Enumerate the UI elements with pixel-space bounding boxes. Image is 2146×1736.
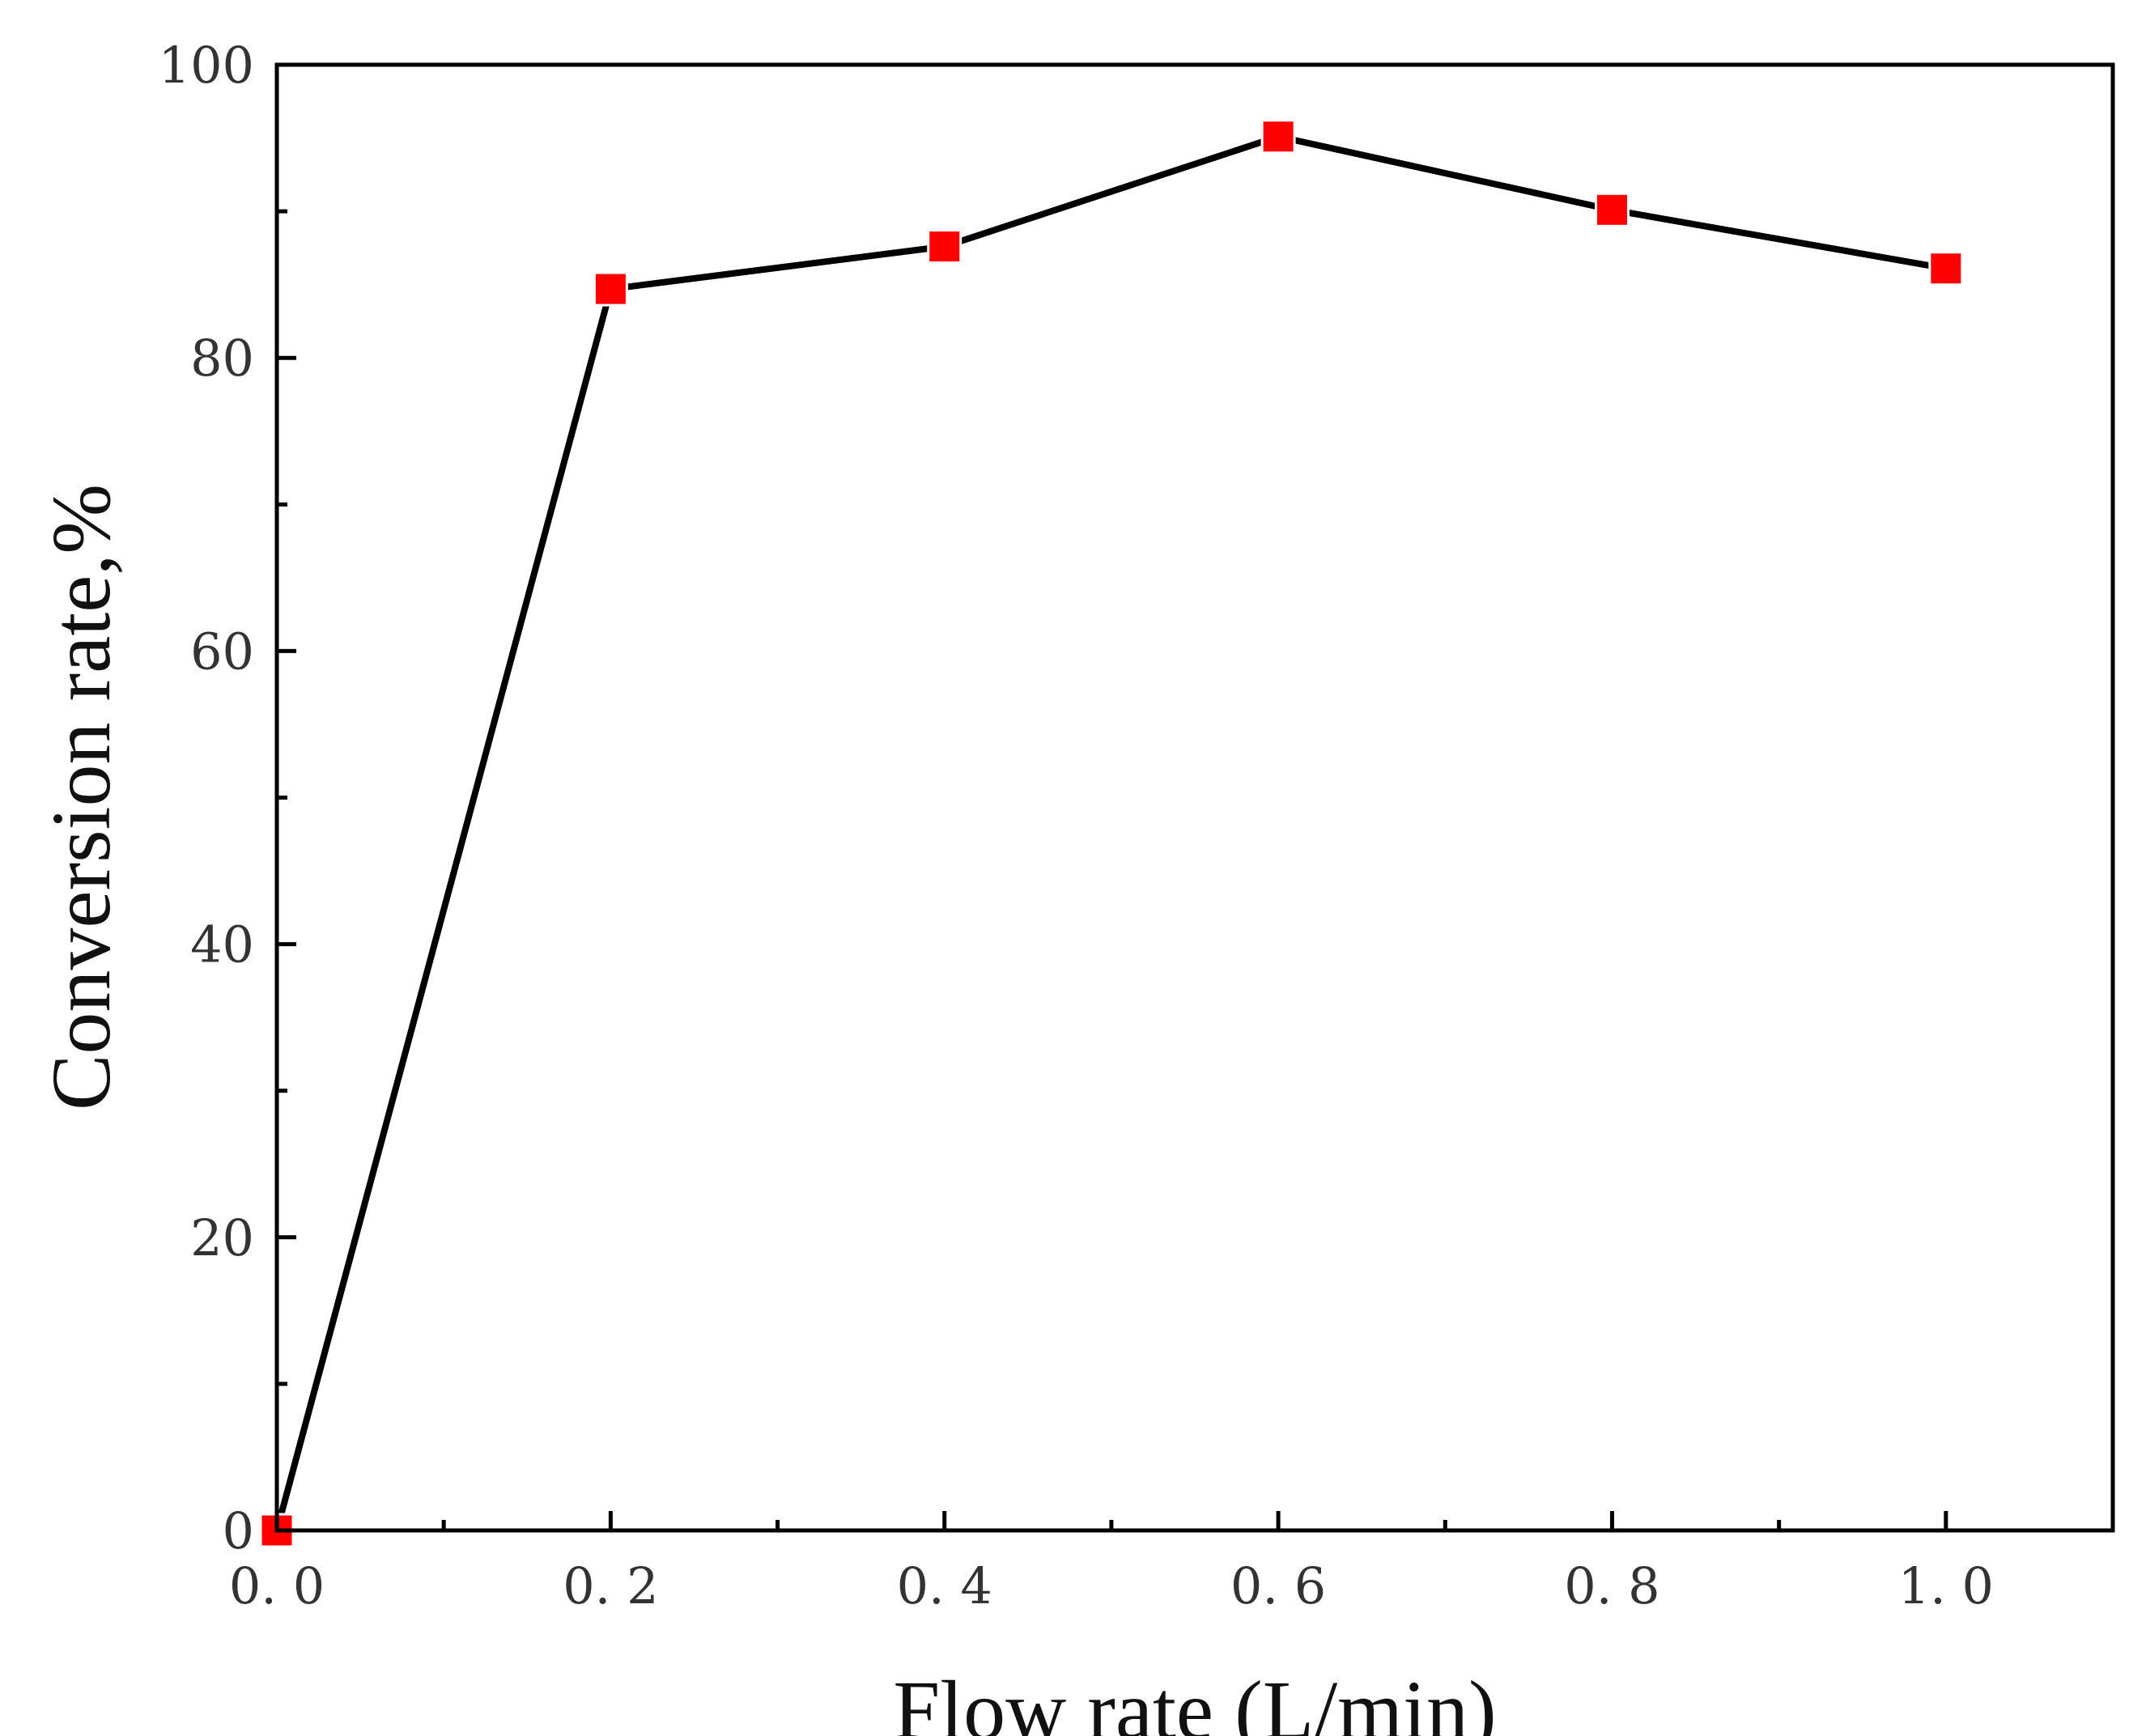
data-point-marker xyxy=(1594,192,1630,227)
x-tick-label: 0. 6 xyxy=(1230,1556,1326,1615)
x-axis-title: Flow rate (L/min) xyxy=(893,1664,1496,1736)
y-tick-label: 40 xyxy=(190,915,254,974)
data-point-marker xyxy=(593,271,628,307)
y-tick-label: 0 xyxy=(223,1501,254,1560)
x-tick-label: 0. 8 xyxy=(1564,1556,1659,1615)
data-point-marker xyxy=(1260,119,1296,155)
x-tick-label: 0. 0 xyxy=(229,1556,325,1615)
ticks-layer xyxy=(274,62,1948,1533)
x-tick-label: 0. 2 xyxy=(563,1556,658,1615)
y-tick-label: 60 xyxy=(190,622,254,681)
data-point-marker xyxy=(1928,251,1964,287)
data-point-marker xyxy=(927,229,963,265)
x-tick-label: 0. 4 xyxy=(897,1556,992,1615)
y-axis-title: Conversion rate,% xyxy=(35,484,128,1110)
plot-frame xyxy=(274,62,2115,1533)
labels-layer: 0. 0 0. 2 0. 4 0. 6 0. 8 1. 0 0 20 40 60 80 100 xyxy=(159,36,1994,1615)
y-tick-label: 100 xyxy=(159,36,254,95)
y-tick-label: 20 xyxy=(190,1208,254,1267)
series-layer xyxy=(259,119,1964,1548)
x-tick-label: 1. 0 xyxy=(1898,1556,1994,1615)
series-line xyxy=(274,133,1947,1532)
y-tick-label: 80 xyxy=(190,329,254,388)
